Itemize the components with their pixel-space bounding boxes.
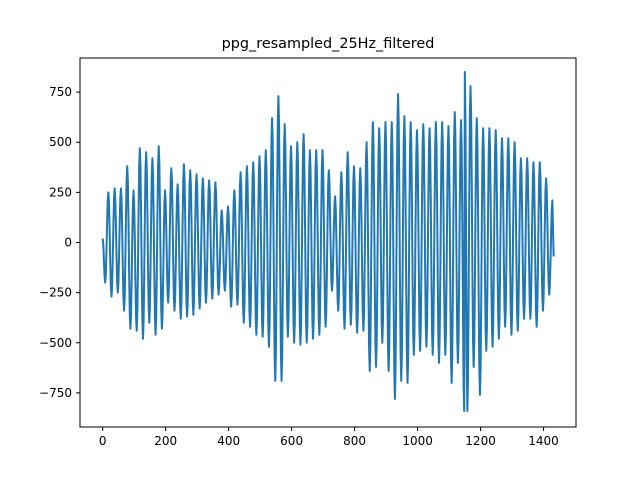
x-tick-label: 1200 [465,434,496,448]
y-tick-label: 0 [64,236,72,250]
y-tick-label: −750 [39,386,72,400]
x-tick-label: 0 [99,434,107,448]
y-tick-label: −250 [39,286,72,300]
y-tick-label: −500 [39,336,72,350]
x-tick-label: 1000 [402,434,433,448]
x-tick-label: 400 [217,434,240,448]
axes: 0 200 400 600 800 1000 1200 1400 −750 −500 −250 0 25… [39,57,577,448]
y-tick-label: 750 [49,85,72,99]
y-tick-label: 250 [49,185,72,199]
plot-area [101,71,555,412]
x-tick-label: 600 [280,434,303,448]
y-tick-label: 500 [49,135,72,149]
x-tick-label: 800 [343,434,366,448]
x-tick-label: 200 [154,434,177,448]
chart-title: ppg_resampled_25Hz_filtered [222,36,435,52]
x-tick-label: 1400 [528,434,559,448]
series-line-0 [101,71,555,412]
